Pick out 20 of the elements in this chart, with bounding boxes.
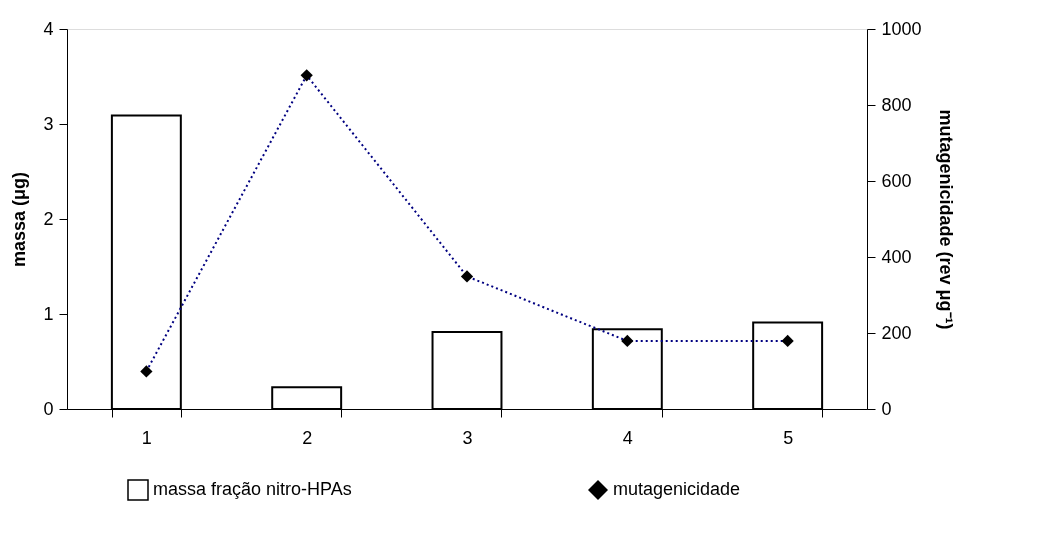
legend-label: mutagenicidade	[613, 479, 741, 499]
x-tick-label: 5	[783, 427, 794, 448]
y-axis-title: massa (μg)	[9, 171, 30, 268]
y2-tick-label: 200	[881, 322, 912, 343]
y-tick-label: 2	[43, 208, 54, 229]
y2-tick-label: 600	[881, 170, 912, 191]
x-tick-label: 3	[462, 427, 473, 448]
y-tick-label: 4	[43, 18, 54, 39]
y-tick-label: 3	[43, 113, 54, 134]
y-tick-label: 1	[43, 303, 54, 324]
y2-tick-label: 800	[881, 94, 912, 115]
y2-tick-label: 400	[881, 246, 912, 267]
y2-tick-label: 1000	[881, 18, 922, 39]
x-tick-label: 2	[302, 427, 313, 448]
y-tick-label: 0	[43, 398, 54, 419]
y2-tick-label: 0	[881, 398, 892, 419]
x-tick-label: 1	[141, 427, 152, 448]
y2-axis-title: mutagenicidade (rev μg⁻¹)	[935, 109, 956, 330]
legend-label: massa fração nitro-HPAs	[153, 479, 352, 499]
x-tick-label: 4	[622, 427, 633, 448]
